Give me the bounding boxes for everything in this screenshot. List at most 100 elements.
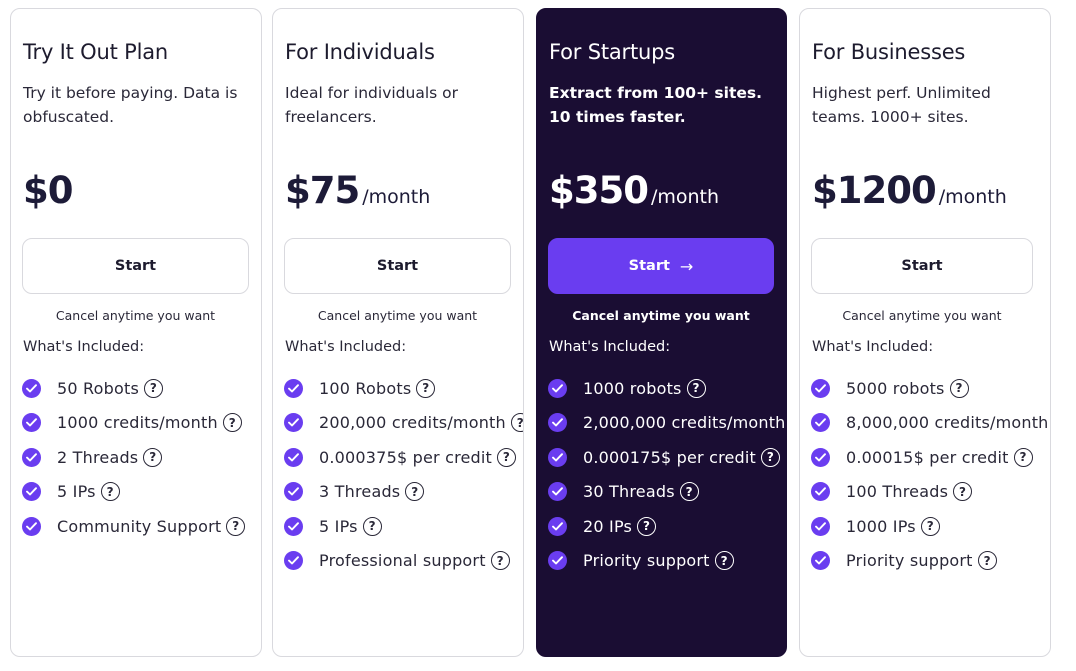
feature-item: 100 Robots? xyxy=(284,371,523,406)
feature-list: 50 Robots? 1000 credits/month? 2 Threads? 5… xyxy=(22,371,246,544)
check-circle-icon xyxy=(811,413,830,433)
cancel-note: Cancel anytime you want xyxy=(842,308,1002,323)
cancel-note: Cancel anytime you want xyxy=(317,308,478,323)
feature-item: 8,000,000 credits/month? xyxy=(811,406,1050,441)
feature-list: 100 Robots? 200,000 credits/month? 0.00037… xyxy=(284,371,523,579)
feature-label: 0.00015$ per credit xyxy=(846,447,1009,467)
plan-period: /month xyxy=(938,186,1007,208)
feature-label: 2,000,000 credits/month xyxy=(583,413,786,433)
plan-price: $1200 xyxy=(812,169,937,212)
question-circle-icon[interactable]: ? xyxy=(686,378,706,398)
check-circle-icon xyxy=(548,378,567,398)
price-row: $1200 /month xyxy=(812,169,1007,212)
included-heading: What's Included: xyxy=(549,339,671,355)
price-row: $75 /month xyxy=(285,169,430,212)
feature-item: 0.000375$ per credit? xyxy=(284,440,523,475)
feature-item: Priority support? xyxy=(811,544,1050,579)
feature-label: 50 Robots xyxy=(57,378,139,398)
feature-label: 200,000 credits/month xyxy=(319,413,506,433)
feature-item: 200,000 credits/month? xyxy=(284,406,523,441)
check-circle-icon xyxy=(811,378,830,398)
check-circle-icon xyxy=(284,447,303,467)
included-heading: What's Included: xyxy=(23,339,145,355)
start-button-label: Start xyxy=(376,258,419,274)
question-circle-icon[interactable]: ? xyxy=(100,482,120,502)
feature-item: 50 Robots? xyxy=(22,371,245,406)
feature-item: 30 Threads? xyxy=(548,475,786,510)
question-circle-icon[interactable]: ? xyxy=(714,551,734,571)
feature-label: 2 Threads xyxy=(57,447,139,467)
feature-label: 5 IPs xyxy=(57,482,96,502)
plan-card-businesses: For Businesses Highest perf. Unlimited t… xyxy=(799,8,1051,657)
feature-label: 3 Threads xyxy=(319,482,401,502)
plan-period: /month xyxy=(650,186,720,208)
start-button-label: Start xyxy=(628,258,670,274)
feature-item: 3 Threads? xyxy=(284,475,523,510)
plan-title: Try It Out Plan xyxy=(23,40,169,64)
included-heading: What's Included: xyxy=(285,339,407,355)
question-circle-icon[interactable]: ? xyxy=(1013,447,1033,467)
feature-list: 5000 robots?8,000,000 credits/month?0.00… xyxy=(811,371,1050,579)
question-circle-icon[interactable]: ? xyxy=(949,378,969,398)
question-circle-icon[interactable]: ? xyxy=(144,378,163,398)
check-circle-icon xyxy=(811,447,830,467)
feature-item: 0.000175$ per credit? xyxy=(548,440,786,475)
feature-item: 2 Threads? xyxy=(22,440,245,475)
feature-item: 20 IPs? xyxy=(548,509,786,544)
price-row: $350 /month xyxy=(549,169,719,212)
check-circle-icon xyxy=(22,516,41,536)
price-row: $0 xyxy=(23,169,76,212)
question-circle-icon[interactable]: ? xyxy=(920,516,940,536)
check-circle-icon xyxy=(548,413,567,433)
feature-item: Priority support? xyxy=(548,544,786,579)
question-circle-icon[interactable]: ? xyxy=(226,516,246,536)
feature-label: Priority support xyxy=(846,551,973,571)
check-circle-icon xyxy=(22,447,41,467)
plan-description: Try it before paying. Data is obfuscated… xyxy=(23,84,238,126)
plan-card-try-it-out: Try It Out Plan Try it before paying. Da… xyxy=(10,8,262,657)
feature-label: 1000 credits/month xyxy=(57,413,218,433)
feature-item: 5 IPs? xyxy=(22,475,245,510)
start-button[interactable]: Start → xyxy=(548,238,774,294)
feature-item: Professional support? xyxy=(284,544,523,579)
feature-item: 1000 IPs? xyxy=(811,509,1050,544)
check-circle-icon xyxy=(548,551,567,571)
start-button[interactable]: Start xyxy=(22,238,249,294)
check-circle-icon xyxy=(284,413,303,433)
start-button[interactable]: Start xyxy=(284,238,511,294)
question-circle-icon[interactable]: ? xyxy=(416,378,436,398)
start-button[interactable]: Start xyxy=(811,238,1033,294)
question-circle-icon[interactable]: ? xyxy=(679,482,699,502)
question-circle-icon[interactable]: ? xyxy=(761,447,781,467)
question-circle-icon[interactable]: ? xyxy=(222,413,242,433)
plan-price: $0 xyxy=(23,169,73,212)
feature-label: 1000 robots xyxy=(583,378,682,398)
plan-description: Ideal for individuals or freelancers. xyxy=(285,84,458,126)
question-circle-icon[interactable]: ? xyxy=(977,551,997,571)
plan-card-individuals: For Individuals Ideal for individuals or… xyxy=(272,8,524,657)
feature-item: 1000 credits/month? xyxy=(22,406,245,441)
feature-item: 1000 robots? xyxy=(548,371,786,406)
check-circle-icon xyxy=(811,551,830,571)
feature-list: 1000 robots?2,000,000 credits/month?0.00… xyxy=(548,371,786,579)
question-circle-icon[interactable]: ? xyxy=(637,516,657,536)
check-circle-icon xyxy=(284,551,303,571)
included-heading: What's Included: xyxy=(812,339,934,355)
question-circle-icon[interactable]: ? xyxy=(490,551,510,571)
question-circle-icon[interactable]: ? xyxy=(497,447,517,467)
question-circle-icon[interactable]: ? xyxy=(405,482,425,502)
cancel-note: Cancel anytime you want xyxy=(55,308,216,323)
plan-title: For Individuals xyxy=(285,40,435,64)
feature-label: 100 Robots xyxy=(319,378,412,398)
question-circle-icon[interactable]: ? xyxy=(143,447,163,467)
question-circle-icon[interactable]: ? xyxy=(953,482,973,502)
plan-period: /month xyxy=(362,186,431,208)
check-circle-icon xyxy=(548,447,567,467)
feature-label: 0.000375$ per credit xyxy=(319,447,493,467)
question-circle-icon[interactable]: ? xyxy=(362,516,382,536)
start-button-label: Start xyxy=(901,258,943,274)
plan-title: For Startups xyxy=(549,40,675,64)
question-circle-icon[interactable]: ? xyxy=(510,413,523,433)
check-circle-icon xyxy=(284,378,303,398)
check-circle-icon xyxy=(22,482,41,502)
